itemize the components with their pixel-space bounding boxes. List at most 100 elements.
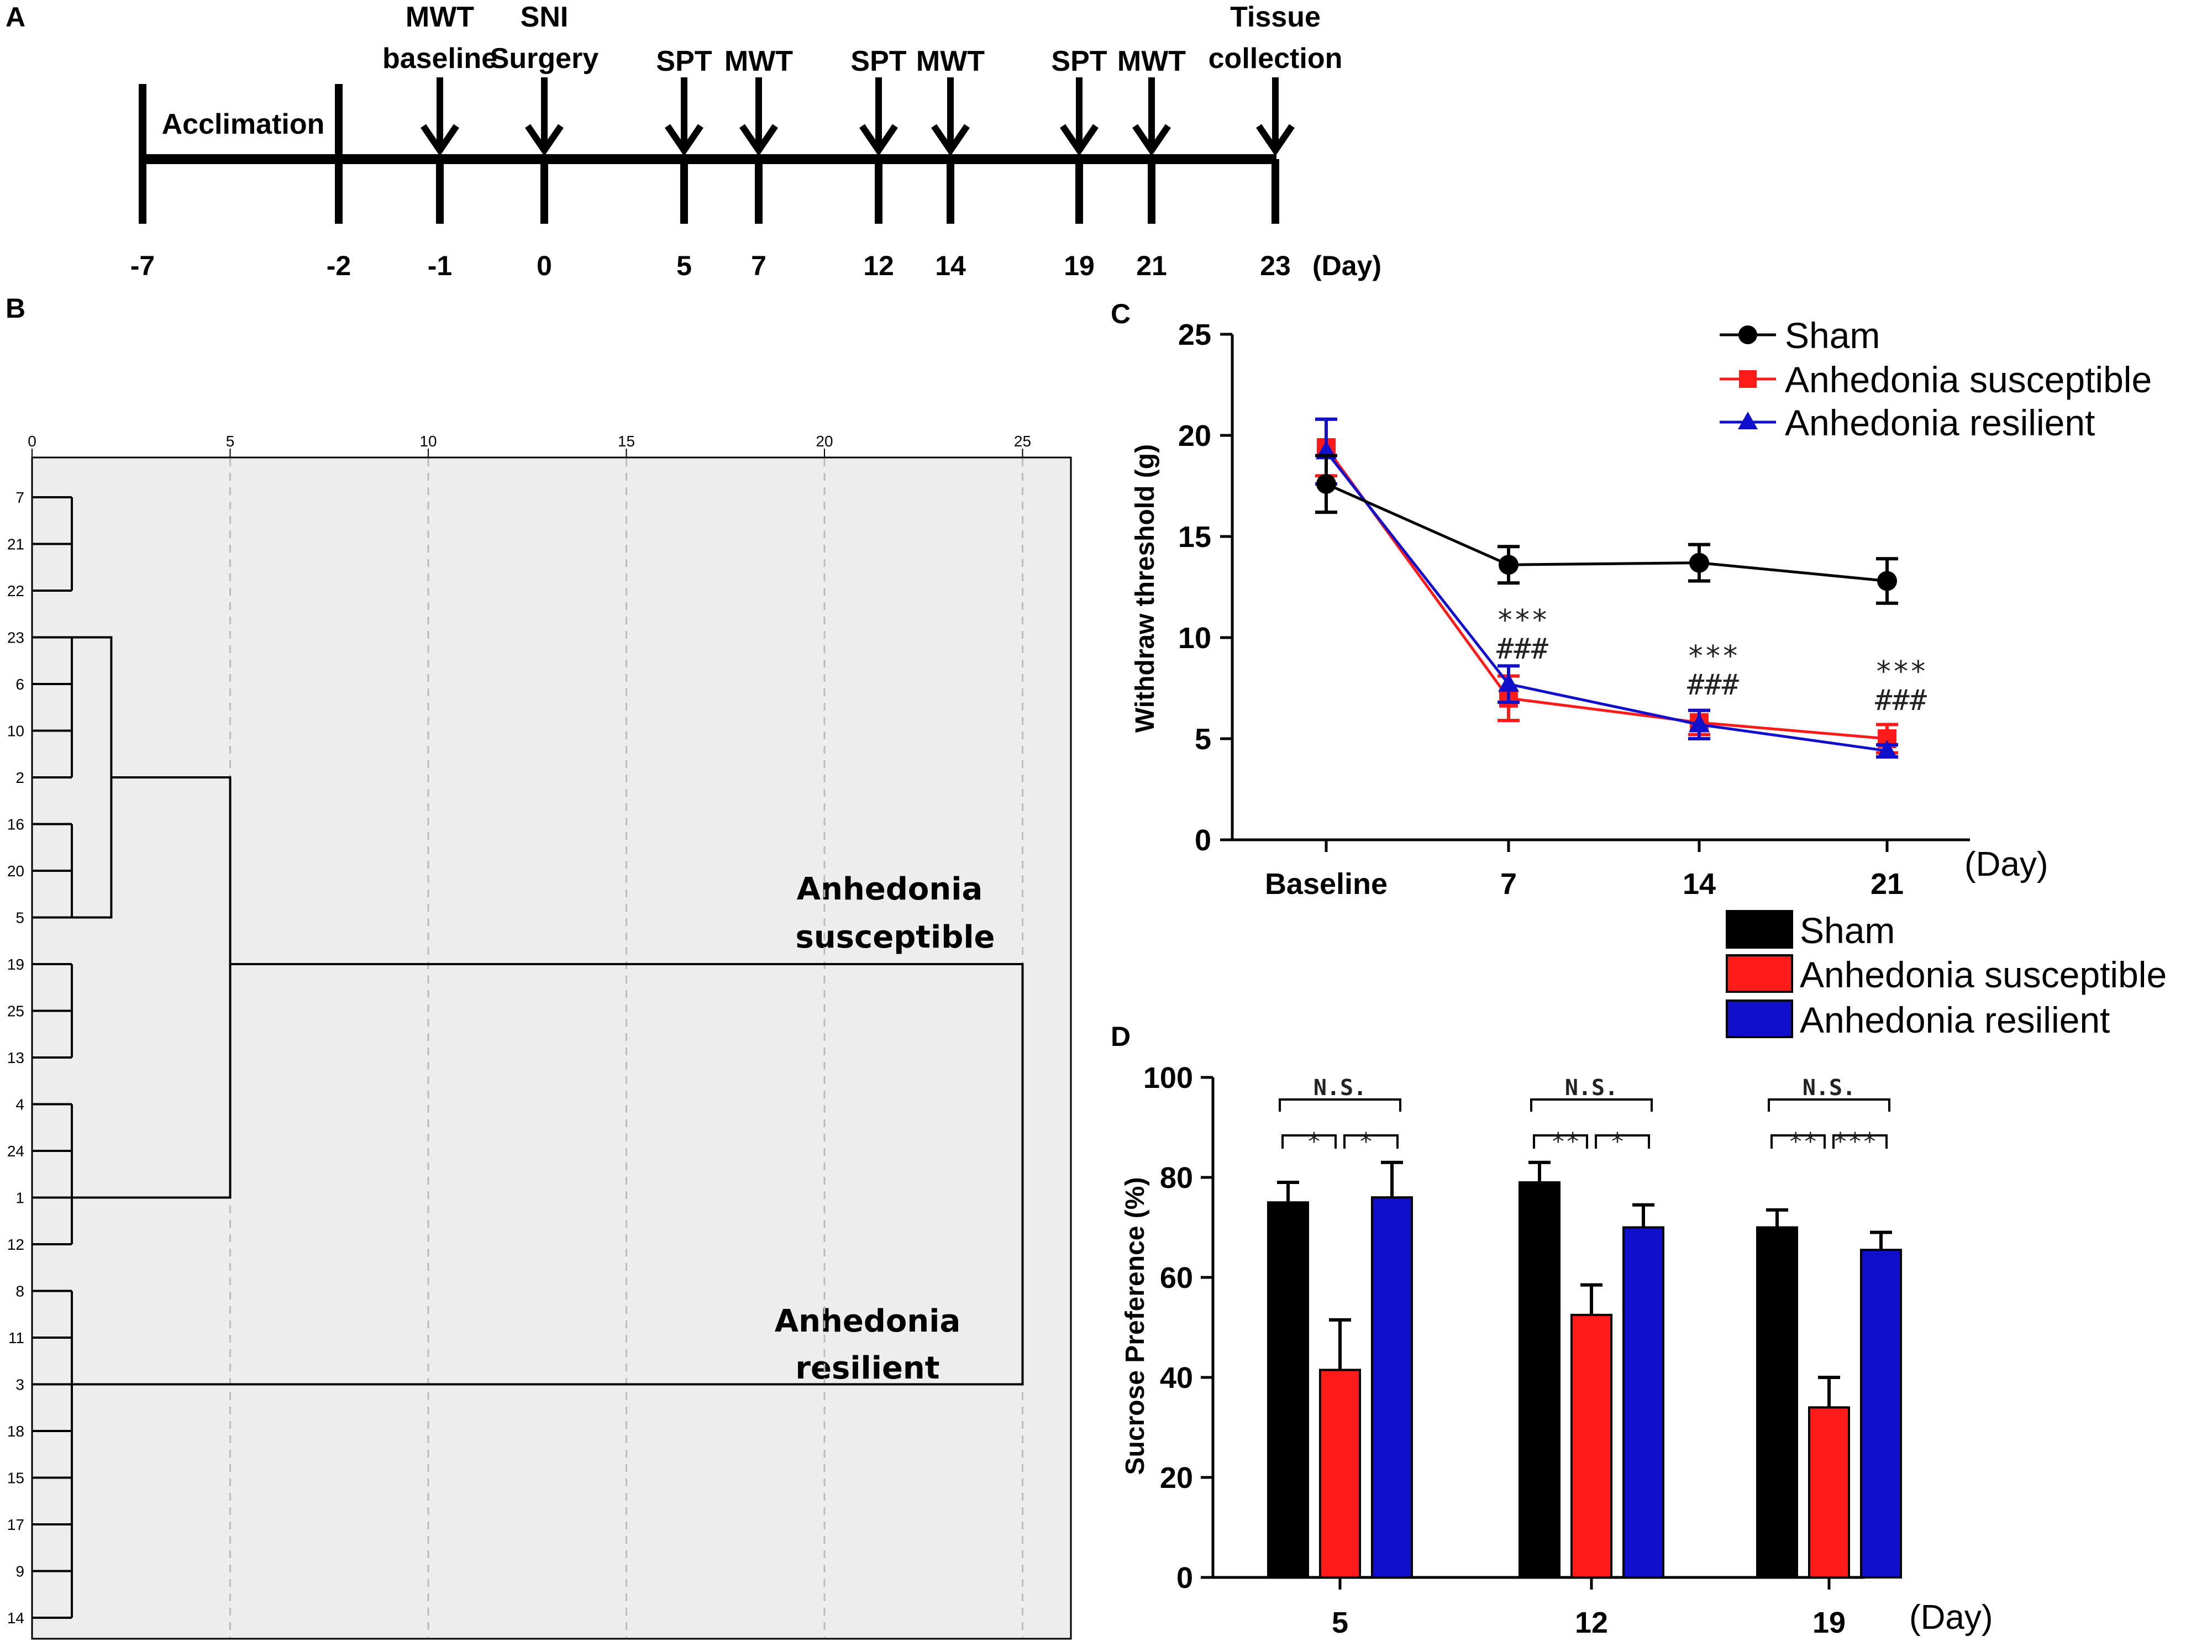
dendrogram-leaf-label: 3 xyxy=(15,1376,24,1393)
event-label: MWT xyxy=(1117,45,1186,77)
chart-d-left-bracket xyxy=(1533,1134,1588,1149)
dendrogram-leaf-label: 17 xyxy=(7,1516,24,1533)
dendrogram-leaf-label: 13 xyxy=(7,1049,24,1066)
chart-c-x-tick-label: 21 xyxy=(1871,867,1904,901)
event-label: SPT xyxy=(1051,45,1107,77)
chart-d-legend-swatch xyxy=(1726,910,1793,949)
dendrogram-leaf-label: 14 xyxy=(7,1609,24,1627)
chart-d-left-bracket xyxy=(1281,1134,1337,1149)
timeline-day-label: 0 xyxy=(537,250,552,281)
chart-c-y-tick-label: 20 xyxy=(1178,419,1211,453)
cluster-label-resilient-line1: Anhedonia xyxy=(775,1303,960,1339)
event-arrow-14-head xyxy=(931,124,970,156)
chart-c-significance: *** xyxy=(1687,640,1739,673)
chart-c-series-line xyxy=(1325,482,1888,583)
chart-d-bar xyxy=(1622,1226,1664,1579)
chart-d-right-sig: *** xyxy=(1833,1128,1877,1156)
event-arrow-5-head xyxy=(665,124,703,156)
dendrogram-node-distance-5 xyxy=(72,776,232,1199)
event-arrow--1-head xyxy=(421,124,459,156)
chart-d-left-sig: * xyxy=(1307,1128,1322,1156)
chart-d-legend-label: Anhedonia susceptible xyxy=(1800,954,2167,995)
dendrogram-leaf-label: 6 xyxy=(15,676,24,693)
dendrogram-leaf-label: 7 xyxy=(15,489,24,506)
event-label: MWT xyxy=(724,45,793,77)
chart-d-x-tick-label: 12 xyxy=(1575,1606,1608,1639)
timeline-day-label: 12 xyxy=(863,250,894,281)
timeline-day-unit: (Day) xyxy=(1312,250,1381,281)
timeline-day-label: 7 xyxy=(751,250,766,281)
dendrogram-leaf-label: 18 xyxy=(7,1423,24,1440)
chart-d-y-tick-label: 0 xyxy=(1176,1561,1193,1595)
chart-c-legend-marker-sham xyxy=(1738,325,1757,344)
sucrose-preference-chart: Sucrose Preference (%) (Day) 0 20 40 60 80 10… xyxy=(1121,910,2167,1639)
event-arrow-12-head xyxy=(859,124,898,156)
event-arrow-0-head xyxy=(525,124,564,156)
chart-c-xunit: (Day) xyxy=(1964,845,2048,883)
dendrogram-plot-area xyxy=(31,456,1072,1640)
dendrogram-leaf-label: 1 xyxy=(15,1190,24,1207)
dendrogram-leaf-label: 19 xyxy=(7,956,24,973)
dendrogram-leaf-label: 20 xyxy=(7,862,24,880)
timeline-day-label: -1 xyxy=(428,250,452,281)
chart-d-bar xyxy=(1808,1406,1850,1579)
chart-c-significance: ### xyxy=(1496,633,1549,666)
chart-c-point-resilient xyxy=(1498,673,1519,692)
chart-d-x-tick-label: 5 xyxy=(1332,1606,1348,1639)
chart-d-ns-label: N.S. xyxy=(1803,1075,1856,1101)
chart-c-point-sham xyxy=(1499,555,1519,575)
chart-c-y-tick-label: 10 xyxy=(1178,622,1211,655)
cluster-label-susceptible-line2: susceptible xyxy=(795,919,995,955)
event-arrow-23-head xyxy=(1256,124,1295,156)
event-label: SPT xyxy=(656,45,712,77)
dendrogram-leaf-label: 23 xyxy=(7,629,24,646)
dendrogram-leaf-label: 8 xyxy=(15,1283,24,1300)
event-arrow-7-head xyxy=(739,124,778,156)
chart-d-left-sig: ** xyxy=(1551,1128,1580,1156)
timeline-day-label: 19 xyxy=(1064,250,1095,281)
chart-d-outer-bracket xyxy=(1768,1098,1890,1112)
timeline-day-label: 5 xyxy=(676,250,692,281)
chart-d-bar xyxy=(1519,1181,1561,1579)
chart-c-legend-label: Anhedonia resilient xyxy=(1785,402,2095,443)
chart-d-ns-label: N.S. xyxy=(1313,1075,1367,1101)
chart-d-ylabel: Sucrose Preference (%) xyxy=(1121,1177,1150,1475)
dendrogram-leaf-label: 15 xyxy=(7,1470,24,1487)
chart-c-series-line xyxy=(1325,450,1888,753)
event-label: collection xyxy=(1209,43,1343,75)
chart-d-bar xyxy=(1756,1226,1798,1579)
chart-d-legend-swatch xyxy=(1726,954,1793,993)
chart-c-legend-marker-resilient xyxy=(1738,412,1758,429)
chart-c-significance: *** xyxy=(1875,655,1927,688)
chart-c-x-tick-label: Baseline xyxy=(1265,867,1388,901)
panel-c-letter: C xyxy=(1111,298,1131,329)
phase-label: Acclimation xyxy=(162,108,325,140)
chart-c-y-tick-label: 25 xyxy=(1178,318,1211,351)
event-label: Surgery xyxy=(490,43,599,75)
panel-d-letter: D xyxy=(1111,1021,1131,1052)
chart-c-y-tick-label: 15 xyxy=(1178,520,1211,554)
chart-d-bar xyxy=(1860,1249,1902,1579)
dendrogram-leaf-label: 9 xyxy=(15,1563,24,1580)
chart-d-bar xyxy=(1319,1369,1361,1579)
cluster-label-resilient-line2: resilient xyxy=(795,1350,939,1386)
chart-c-series-line xyxy=(1325,446,1888,740)
chart-d-right-bracket xyxy=(1343,1134,1399,1149)
dendrogram-leaf-label: 24 xyxy=(7,1143,24,1160)
timeline-day-label: 21 xyxy=(1136,250,1167,281)
dendrogram-leaf-label: 21 xyxy=(7,536,24,553)
chart-c-point-sham xyxy=(1316,473,1336,494)
chart-d-xunit: (Day) xyxy=(1909,1598,1993,1637)
dendrogram-scale-tick: 10 xyxy=(419,433,437,450)
panel-b-letter: B xyxy=(6,293,25,324)
chart-d-outer-bracket xyxy=(1279,1098,1401,1112)
dendrogram-leaf-label: 5 xyxy=(15,909,24,927)
dendrogram-root-node xyxy=(72,963,1024,1386)
chart-d-right-sig: * xyxy=(1359,1128,1374,1156)
dendrogram-leaf-label: 4 xyxy=(15,1096,24,1113)
chart-d-legend-swatch xyxy=(1726,999,1793,1038)
panel-a-letter: A xyxy=(6,2,25,33)
chart-d-y-tick-label: 60 xyxy=(1160,1261,1193,1295)
dendrogram-leaf-label: 11 xyxy=(8,1329,24,1346)
event-arrow-21-head xyxy=(1132,124,1171,156)
